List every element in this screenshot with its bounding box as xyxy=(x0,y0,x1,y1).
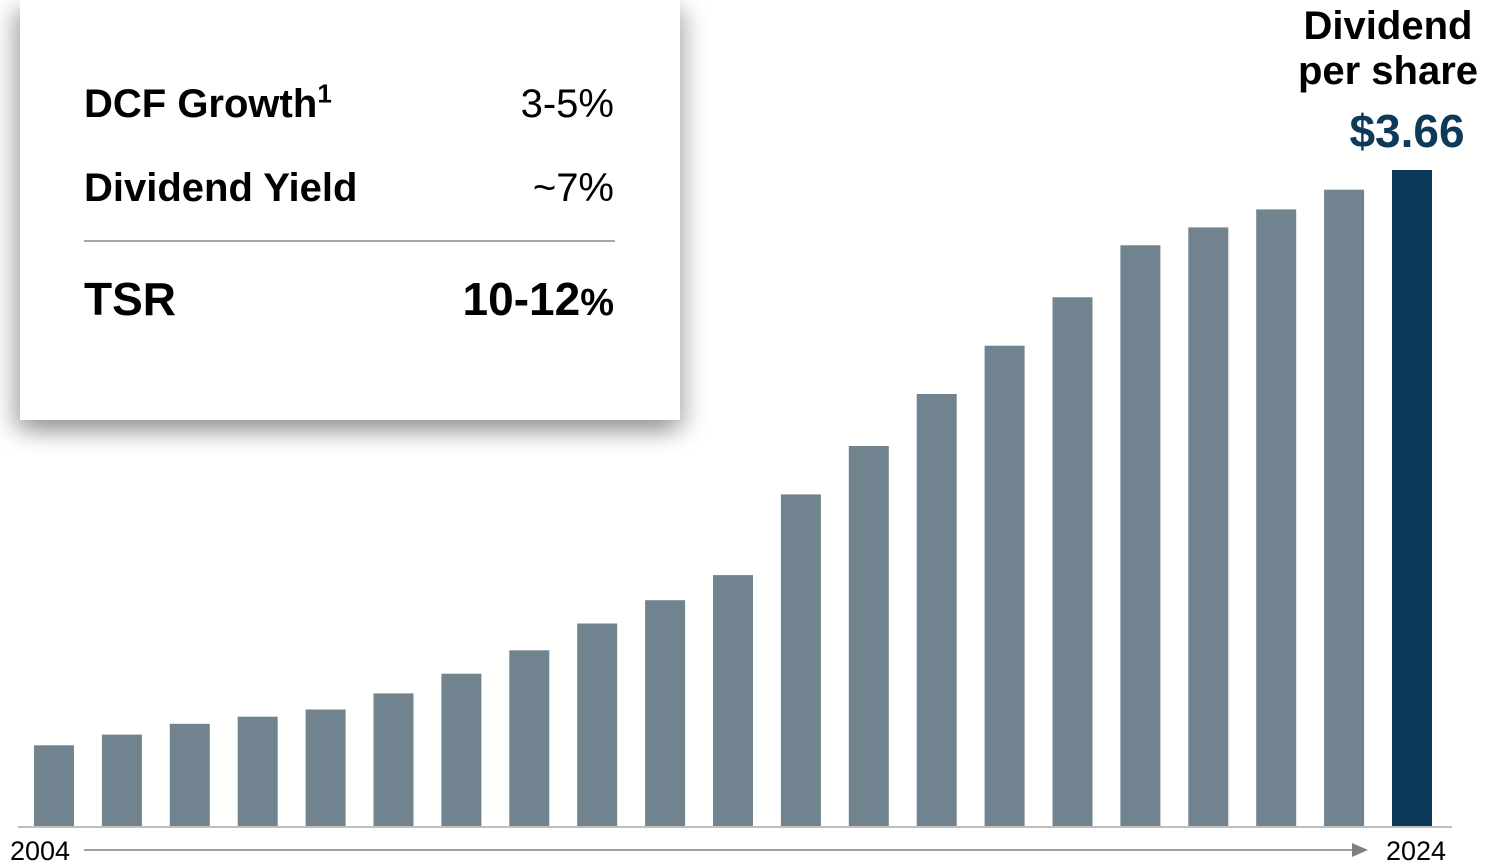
bar-2018 xyxy=(984,345,1025,826)
bar-2020 xyxy=(1120,245,1161,827)
bar-2009 xyxy=(373,693,414,826)
bar-2019 xyxy=(1052,297,1093,826)
bar-2007 xyxy=(237,716,278,826)
tsr-value-percent: % xyxy=(580,282,614,324)
bar-2021 xyxy=(1188,227,1229,826)
bar-2010 xyxy=(441,673,482,826)
dividend-yield-row: Dividend Yield ~7% xyxy=(84,166,614,211)
header-title-line2: per share xyxy=(1297,49,1479,93)
latest-dividend-value: $3.66 xyxy=(1349,105,1465,157)
bar-2015 xyxy=(780,494,821,826)
header-title-line1: Dividend xyxy=(1303,4,1473,48)
bar-2023 xyxy=(1324,189,1365,826)
bar-2014 xyxy=(713,575,753,826)
tsr-value: 10-12% xyxy=(463,272,614,326)
bar-2017 xyxy=(916,394,957,826)
bar-2006 xyxy=(169,723,210,826)
panel-divider xyxy=(84,240,615,242)
timeline-arrow-head xyxy=(1352,843,1368,857)
bar-2012 xyxy=(577,623,618,826)
dcf-growth-value: 3-5% xyxy=(520,82,614,126)
dcf-growth-label: DCF Growth1 xyxy=(84,78,332,127)
bar-2022 xyxy=(1256,209,1297,826)
chart-header-title: Dividend per share xyxy=(1278,4,1498,94)
bar-2024 xyxy=(1392,170,1432,826)
bar-2005 xyxy=(101,734,142,826)
dividend-yield-value: ~7% xyxy=(532,166,614,210)
tsr-value-number: 10-12 xyxy=(462,273,581,325)
dcf-growth-label-text: DCF Growth xyxy=(84,82,318,126)
x-axis-start-label: 2004 xyxy=(10,836,71,866)
footnote-marker: 1 xyxy=(317,78,332,109)
tsr-label: TSR xyxy=(84,273,176,325)
x-axis-end-label: 2024 xyxy=(1386,836,1447,866)
dividend-yield-label: Dividend Yield xyxy=(84,166,358,210)
bar-2008 xyxy=(305,709,346,826)
tsr-summary-panel: DCF Growth1 3-5% Dividend Yield ~7% TSR … xyxy=(20,0,680,420)
bar-2011 xyxy=(509,650,550,826)
bar-2013 xyxy=(645,600,686,826)
tsr-row: TSR 10-12% xyxy=(84,272,614,326)
bar-2016 xyxy=(848,446,889,826)
dcf-growth-row: DCF Growth1 3-5% xyxy=(84,78,614,127)
bars-group xyxy=(34,170,1432,827)
bar-2004 xyxy=(34,745,74,826)
